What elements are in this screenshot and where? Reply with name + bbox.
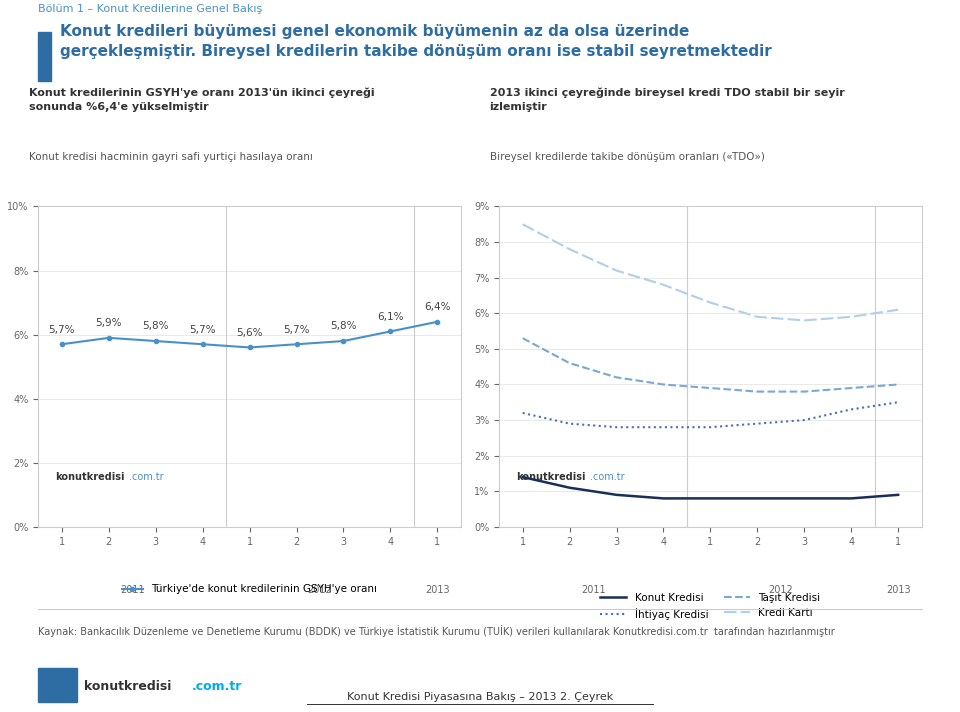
Text: 2013 ikinci çeyreğinde bireysel kredi TDO stabil bir seyir
izlemiştir: 2013 ikinci çeyreğinde bireysel kredi TD… <box>490 88 845 112</box>
Text: 5,6%: 5,6% <box>236 328 263 338</box>
Text: 5,7%: 5,7% <box>49 325 75 335</box>
Text: 2011: 2011 <box>120 585 145 595</box>
Text: 5,7%: 5,7% <box>189 325 216 335</box>
Text: .com.tr: .com.tr <box>192 680 242 693</box>
Legend: Konut Kredisi, İhtiyaç Kredisi, Taşıt Kredisi, Kredi Kartı: Konut Kredisi, İhtiyaç Kredisi, Taşıt Kr… <box>596 589 825 624</box>
Text: konutkredisi: konutkredisi <box>84 680 172 693</box>
Legend: Türkiye'de konut kredilerinin GSYH'ye oranı: Türkiye'de konut kredilerinin GSYH'ye or… <box>118 580 381 599</box>
Text: Konut Kredisi Piyasasına Bakış – 2013 2. Çeyrek: Konut Kredisi Piyasasına Bakış – 2013 2.… <box>347 692 613 702</box>
Text: 6,1%: 6,1% <box>377 312 403 322</box>
Text: 5,7%: 5,7% <box>283 325 310 335</box>
Text: Konut kredilerinin GSYH'ye oranı 2013'ün ikinci çeyreği
sonunda %6,4'e yükselmiş: Konut kredilerinin GSYH'ye oranı 2013'ün… <box>29 88 374 112</box>
Text: .com.tr: .com.tr <box>590 472 625 482</box>
Text: 5,8%: 5,8% <box>330 321 357 332</box>
Text: 5,9%: 5,9% <box>96 318 122 328</box>
Text: Konut kredileri büyümesi genel ekonomik büyümenin az da olsa üzerinde
gerçekleşm: Konut kredileri büyümesi genel ekonomik … <box>60 24 771 58</box>
Text: 5,8%: 5,8% <box>142 321 169 332</box>
Bar <box>38 31 51 81</box>
Text: .com.tr: .com.tr <box>130 472 164 482</box>
Text: konutkredisi: konutkredisi <box>56 472 125 482</box>
Text: konutkredisi: konutkredisi <box>516 472 586 482</box>
Text: Bireysel kredilerde takibe dönüşüm oranları («TDO»): Bireysel kredilerde takibe dönüşüm oranl… <box>490 152 764 162</box>
Text: 6,4%: 6,4% <box>424 302 450 312</box>
Text: 2012: 2012 <box>768 585 793 595</box>
Text: Bölüm 1 – Konut Kredilerine Genel Bakış: Bölüm 1 – Konut Kredilerine Genel Bakış <box>38 4 263 14</box>
Bar <box>38 669 77 702</box>
Text: Konut kredisi hacminin gayri safi yurtiçi hasılaya oranı: Konut kredisi hacminin gayri safi yurtiç… <box>29 152 313 162</box>
Text: 2013: 2013 <box>425 585 449 595</box>
Text: Kaynak: Bankacılık Düzenleme ve Denetleme Kurumu (BDDK) ve Türkiye İstatistik Ku: Kaynak: Bankacılık Düzenleme ve Denetlem… <box>38 625 835 637</box>
Text: 2011: 2011 <box>581 585 606 595</box>
Text: 2013: 2013 <box>886 585 910 595</box>
Text: 2012: 2012 <box>307 585 332 595</box>
